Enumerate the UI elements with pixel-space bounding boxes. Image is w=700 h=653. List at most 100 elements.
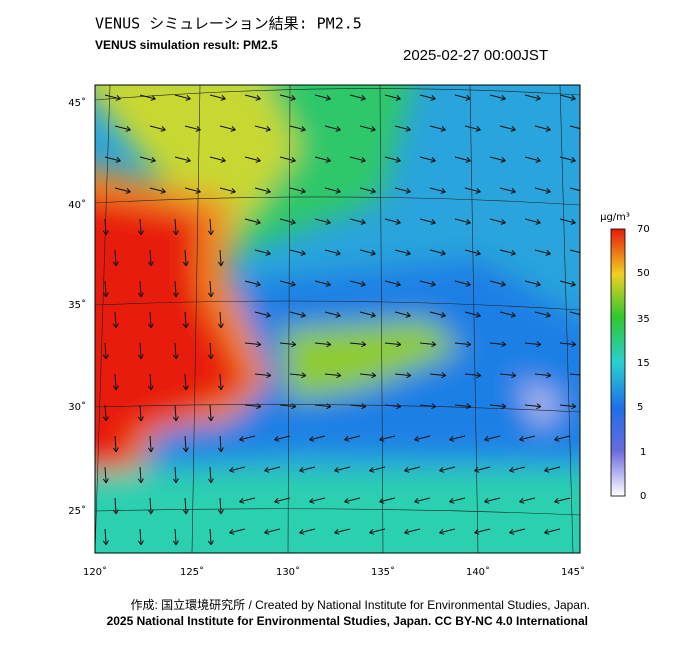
wind-arrow [359,125,376,132]
wind-arrow [264,466,281,473]
wind-arrow [217,311,224,329]
wind-arrow [559,403,577,410]
wind-arrow [509,528,526,535]
wind-arrow [279,280,296,287]
wind-arrow [534,187,551,194]
wind-arrow [182,497,189,515]
wind-arrow [309,497,326,504]
wind-arrow [454,280,471,287]
wind-arrow [344,497,361,504]
copyright: 2025 National Institute for Environmenta… [107,614,588,628]
lat-labels: 45˚ 40˚ 35˚ 30˚ 25˚ [68,97,86,517]
wind-arrow [394,311,411,318]
wind-arrow [384,218,401,225]
wind-arrow [349,94,366,101]
wind-arrow [509,466,526,473]
wind-arrow [112,435,119,453]
wind-arrow [254,372,272,379]
wind-arrow [217,249,224,267]
wind-arrow [229,528,246,535]
lon-label: 135˚ [371,566,395,578]
wind-arrow [404,528,421,535]
wind-arrow [182,249,189,267]
wind-arrow [209,156,226,163]
lat-label: 35˚ [68,299,86,311]
wind-arrow [172,466,179,484]
wind-arrow [314,156,331,163]
wind-arrow [324,249,341,256]
wind-arrow [299,528,316,535]
wind-arrow [419,341,437,348]
colorbar-label: 15 [637,358,650,369]
wind-arrow [414,435,431,442]
colorbar-label: 50 [637,268,650,279]
wind-arrow [314,218,331,225]
wind-arrow [274,497,291,504]
wind-arrow [147,373,154,391]
credit: 作成: 国立環境研究所 / Created by National Instit… [130,597,590,612]
wind-arrow [274,435,291,442]
wind-arrow [239,497,256,504]
wind-arrow [489,94,506,101]
wind-arrow [207,528,214,546]
lon-label: 130˚ [276,566,300,578]
lat-label: 40˚ [68,199,86,211]
wind-arrow [219,187,236,194]
wind-arrow [289,372,307,379]
wind-arrow [102,342,109,360]
colorbar [610,228,626,497]
wind-arrow [429,311,446,318]
wind-arrow [289,311,306,318]
wind-arrow [239,435,256,442]
wind-arrow [137,528,144,546]
wind-arrow [419,94,436,101]
wind-arrow [559,341,577,348]
wind-arrow [314,94,331,101]
wind-arrow [309,435,326,442]
wind-arrow [394,125,411,132]
wind-arrow [207,404,214,422]
wind-arrow [149,125,166,132]
wind-arrow [429,125,446,132]
wind-arrow [454,94,471,101]
wind-arrow [299,466,316,473]
wind-arrow [394,249,411,256]
lon-label: 145˚ [561,566,585,578]
wind-arrow [217,373,224,391]
wind-arrow [254,187,271,194]
subtitle: VENUS simulation result: PM2.5 [95,38,278,52]
wind-arrow [544,466,561,473]
wind-arrow [137,342,144,360]
wind-arrow [464,187,481,194]
wind-arrow [569,187,580,192]
wind-arrow [349,156,366,163]
wind-arrow [384,280,401,287]
wind-arrow [244,156,261,163]
map [95,85,580,553]
wind-arrow [384,341,402,348]
wind-arrow [102,466,109,484]
wind-arrow [102,528,109,546]
wind-arrow [464,372,482,379]
wind-arrow [569,125,580,130]
wind-arrow [429,249,446,256]
wind-arrow [254,311,271,318]
wind-arrow [394,187,411,194]
wind-arrow [289,187,306,194]
wind-arrow [279,403,297,410]
wind-arrow [499,372,517,379]
wind-arrow [429,372,447,379]
wind-arrow [174,156,191,163]
wind-arrow [172,342,179,360]
wind-arrow [114,187,131,194]
wind-arrow [172,528,179,546]
wind-arrow [359,187,376,194]
wind-arrow [359,311,376,318]
wind-arrow [484,435,501,442]
wind-arrow [489,280,506,287]
wind-arrow [149,187,166,194]
wind-arrow [147,311,154,329]
wind-arrow [384,94,401,101]
wind-arrow [229,466,246,473]
wind-arrow [569,249,580,254]
